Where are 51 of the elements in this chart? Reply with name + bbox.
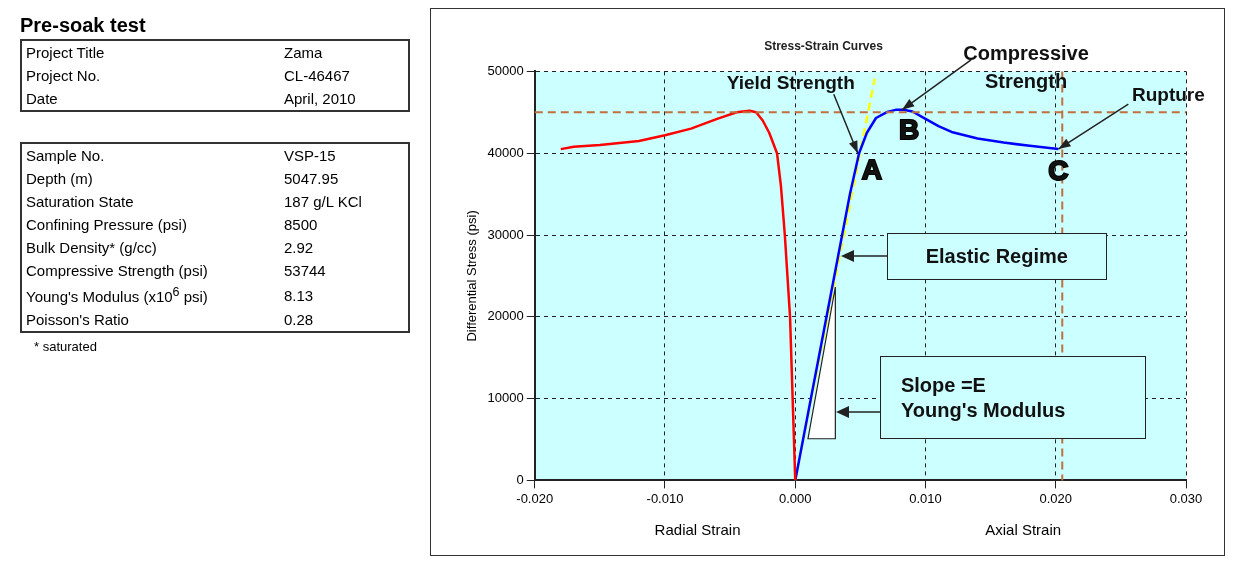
chart-title: Stress-Strain Curves	[764, 38, 884, 53]
annotation: Young's Modulus	[900, 397, 1066, 423]
annotation: Elastic Regime	[925, 243, 1068, 269]
text: Radial Strain	[654, 520, 741, 538]
text: Zama	[283, 43, 324, 63]
y-tick-label: 10000	[487, 390, 524, 406]
y-tick-label: 20000	[487, 308, 524, 324]
y-axis-title: Differential Stress (psi)	[464, 210, 480, 342]
callout-box: Slope =E Young's Modulus	[879, 356, 1146, 439]
text: Confining Pressure (psi)	[25, 215, 188, 235]
annotation: Compressive Strength	[963, 42, 1089, 93]
y-tick-label: 50000	[487, 62, 524, 78]
x-tick-label: 0.000	[778, 490, 812, 506]
text: Depth (m)	[25, 169, 94, 189]
text: 5047.95	[283, 169, 340, 189]
text: Compressive Strength (psi)	[25, 261, 209, 281]
annotation: Rupture	[1131, 84, 1205, 106]
annotation: B	[898, 113, 920, 145]
text: Poisson's Ratio	[25, 310, 130, 330]
y-tick-label: 30000	[487, 226, 524, 242]
text: Date	[25, 89, 59, 109]
text: Bulk Density* (g/cc)	[25, 238, 158, 258]
annotation: C	[1048, 154, 1069, 186]
text: 8.13	[283, 285, 315, 306]
text: Axial Strain	[985, 520, 1062, 538]
text: Young's Modulus (x10$^{6}$ psi)	[25, 284, 209, 307]
text: Sample No.	[25, 146, 106, 166]
text: 187 g/L KCl	[283, 192, 363, 212]
callout-box: Elastic Regime	[887, 232, 1107, 281]
x-tick-label: 0.020	[1039, 490, 1073, 506]
x-tick-label: 0.030	[1169, 490, 1203, 506]
y-tick-label: 0	[516, 471, 524, 487]
text: Saturation State	[25, 192, 135, 212]
text: April, 2010	[283, 89, 357, 109]
text: 2.92	[283, 238, 315, 258]
text: 0.28	[283, 310, 315, 330]
text: VSP-15	[283, 146, 337, 166]
text: Project No.	[25, 66, 102, 86]
text: * saturated	[34, 339, 98, 354]
x-tick-label: -0.020	[516, 490, 554, 506]
annotation: A	[861, 153, 882, 185]
y-tick-label: 40000	[487, 144, 524, 160]
text: 53744	[283, 261, 327, 281]
text: Project Title	[25, 43, 106, 63]
x-tick-label: 0.010	[909, 490, 942, 506]
text: 8500	[283, 215, 319, 235]
annotation: Yield Strength	[726, 72, 855, 94]
text: CL-46467	[283, 66, 351, 86]
annotation: Slope =E	[900, 372, 986, 398]
x-tick-label: -0.010	[646, 490, 684, 506]
text: Pre-soak test	[20, 14, 147, 37]
